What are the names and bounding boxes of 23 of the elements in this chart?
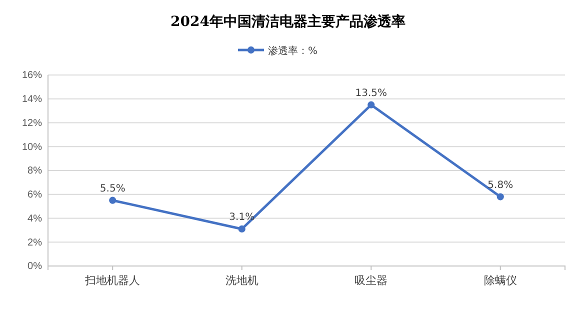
y-tick-label: 6% xyxy=(28,190,42,201)
y-tick-label: 10% xyxy=(22,142,42,153)
y-tick-label: 16% xyxy=(22,70,42,82)
data-label: 3.1% xyxy=(229,212,255,223)
y-tick-label: 0% xyxy=(28,261,42,272)
point xyxy=(368,101,375,108)
data-label: 5.8% xyxy=(488,180,514,191)
point xyxy=(238,225,246,233)
chart-title: 2024年中国清洁电器主要产品渗透率 xyxy=(170,13,406,30)
x-tick-label: 洗地机 xyxy=(225,274,258,287)
data-label: 5.5% xyxy=(100,183,126,194)
y-tick-label: 4% xyxy=(28,213,42,224)
x-tick-label: 除螨仪 xyxy=(484,274,517,287)
point xyxy=(496,193,504,200)
y-tick-label: 8% xyxy=(28,166,42,177)
x-tick-label: 吸尘器 xyxy=(354,274,388,287)
y-tick-label: 14% xyxy=(22,94,42,106)
y-tick-label: 12% xyxy=(22,118,42,129)
y-tick-label: 2% xyxy=(28,237,42,248)
point xyxy=(109,196,116,204)
legend-label: 渗透率：% xyxy=(268,45,318,57)
x-tick-label: 扫地机器人 xyxy=(84,274,140,287)
data-label: 13.5% xyxy=(355,88,388,99)
